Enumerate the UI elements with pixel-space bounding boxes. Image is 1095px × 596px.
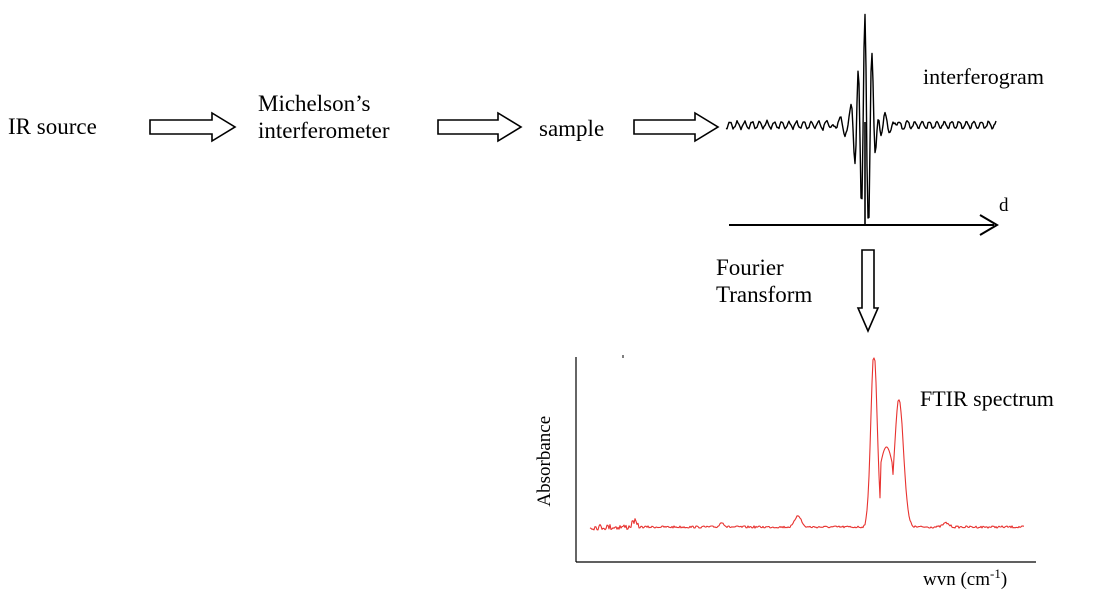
interferogram-axis-d-label: d [999, 195, 1009, 217]
arrow-interferometer-to-sample [438, 113, 521, 141]
interferometer-label-line2: interferometer [258, 117, 390, 144]
ftir-spectrum-label: FTIR spectrum [920, 386, 1054, 412]
interferogram-signal [726, 14, 996, 218]
spectrum-x-axis-label: wvn (cm-1) [923, 569, 1007, 591]
interferogram-label: interferogram [923, 64, 1044, 90]
ir-source-label: IR source [8, 113, 97, 140]
spectrum-y-axis-label: Absorbance [534, 401, 556, 521]
interferometer-label-line1: Michelson’s [258, 90, 390, 117]
fourier-transform-line1: Fourier [716, 254, 812, 281]
interferometer-label: Michelson’s interferometer [258, 90, 390, 144]
spectrum-x-axis-label-close: ) [1001, 569, 1007, 590]
ftir-spectrum-trace [590, 358, 1024, 530]
arrow-sample-to-interferogram [634, 113, 718, 141]
spectrum-x-axis-label-text: wvn (cm [923, 569, 990, 590]
arrow-fourier-transform [858, 250, 878, 331]
fourier-transform-label: Fourier Transform [716, 254, 812, 308]
arrow-source-to-interferometer [150, 113, 235, 141]
fourier-transform-line2: Transform [716, 281, 812, 308]
spectrum-x-axis-label-superscript: -1 [990, 566, 1001, 581]
sample-label: sample [539, 115, 604, 142]
